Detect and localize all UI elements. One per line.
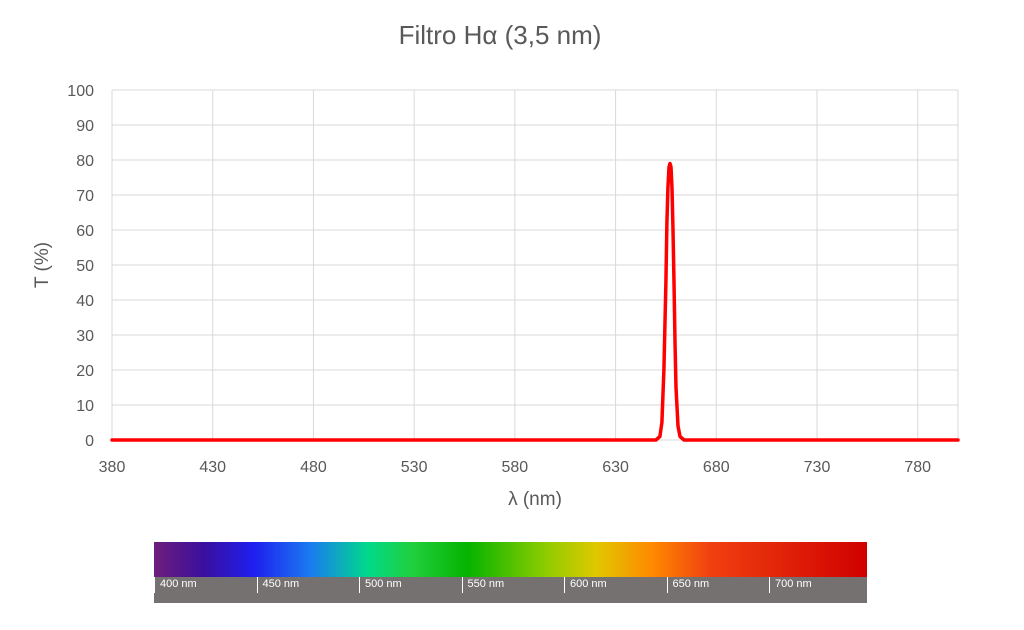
series-layer (110, 161, 960, 442)
spectrum-label: 600 nm (570, 578, 607, 590)
spectrum-label: 700 nm (775, 578, 812, 590)
x-axis-ticks: 380 430 480 530 580 630 680 730 780 (99, 459, 932, 476)
x-tick-label: 680 (703, 459, 730, 476)
spectrum-label: 650 nm (672, 578, 710, 590)
line-chart: 380 430 480 530 580 630 680 730 780 0 10 20 30 40 50 6… (32, 83, 960, 510)
y-axis-label: T (%) (32, 242, 53, 288)
y-tick-label: 50 (76, 258, 94, 275)
y-axis-ticks: 0 10 20 30 40 50 60 70 80 90 100 (67, 83, 94, 450)
x-tick-label: 630 (602, 459, 629, 476)
spectrum-tick (564, 577, 565, 593)
x-axis-label: λ (nm) (508, 489, 562, 510)
x-tick-label: 730 (804, 459, 831, 476)
spectrum-label: 400 nm (160, 578, 197, 590)
y-tick-label: 20 (76, 363, 94, 380)
chart-title: Filtro Hα (3,5 nm) (398, 20, 602, 50)
y-tick-label: 40 (76, 293, 94, 310)
x-tick-label: 780 (904, 459, 931, 476)
spectrum-gradient (154, 542, 867, 577)
spectrum-tick (666, 577, 668, 593)
x-tick-label: 580 (502, 459, 529, 476)
y-tick-label: 100 (67, 83, 94, 100)
x-tick-label: 380 (99, 459, 126, 476)
spectrum-tick (461, 577, 463, 593)
spectrum-tick (769, 577, 770, 593)
spectrum-tick (359, 577, 360, 593)
gridlines (111, 89, 959, 441)
series-line (110, 161, 960, 442)
x-tick-label: 480 (300, 459, 327, 476)
x-tick-label: 430 (199, 459, 226, 476)
spectrum-label: 500 nm (365, 578, 402, 590)
x-tick-label: 530 (401, 459, 428, 476)
y-tick-label: 80 (76, 153, 94, 170)
y-tick-label: 60 (76, 223, 94, 240)
y-tick-label: 30 (76, 328, 94, 345)
y-tick-label: 10 (76, 398, 94, 415)
visible-spectrum-bar: 400 nm 450 nm 500 nm 550 nm 600 nm 650 nm 700 … (154, 542, 867, 603)
spectrum-tick (154, 577, 155, 593)
spectrum-label: 550 nm (467, 578, 505, 590)
spectrum-tick (256, 577, 258, 593)
y-tick-label: 70 (76, 188, 94, 205)
spectrum-scale: 400 nm 450 nm 500 nm 550 nm 600 nm 650 nm 700 … (154, 577, 867, 603)
y-tick-label: 0 (85, 433, 94, 450)
spectrum-label: 450 nm (262, 578, 300, 590)
y-tick-label: 90 (76, 118, 94, 135)
